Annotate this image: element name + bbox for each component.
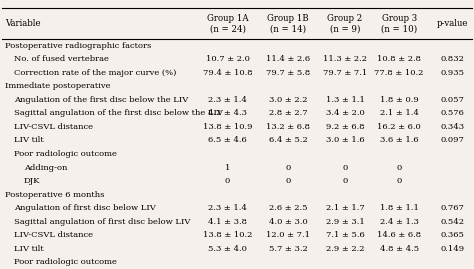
Text: 11.4 ± 2.6: 11.4 ± 2.6 bbox=[266, 55, 310, 63]
Text: 4.0 ± 3.0: 4.0 ± 3.0 bbox=[269, 218, 308, 226]
Text: 0.097: 0.097 bbox=[441, 136, 465, 144]
Text: Group 3
(n = 10): Group 3 (n = 10) bbox=[381, 14, 417, 33]
Text: 2.9 ± 3.1: 2.9 ± 3.1 bbox=[326, 218, 365, 226]
Text: 0: 0 bbox=[285, 177, 291, 185]
Text: Group 1B
(n = 14): Group 1B (n = 14) bbox=[267, 14, 309, 33]
Text: Group 1A
(n = 24): Group 1A (n = 24) bbox=[207, 14, 248, 33]
Text: LIV-CSVL distance: LIV-CSVL distance bbox=[14, 231, 93, 239]
Text: Poor radiologic outcome: Poor radiologic outcome bbox=[14, 150, 117, 158]
Text: 12.0 ± 7.1: 12.0 ± 7.1 bbox=[266, 231, 310, 239]
Text: 1.3 ± 1.1: 1.3 ± 1.1 bbox=[326, 96, 365, 104]
Text: 13.8 ± 10.2: 13.8 ± 10.2 bbox=[203, 231, 252, 239]
Text: 2.8 ± 2.7: 2.8 ± 2.7 bbox=[269, 109, 308, 117]
Text: 11.3 ± 2.2: 11.3 ± 2.2 bbox=[323, 55, 367, 63]
Text: DJK: DJK bbox=[24, 177, 40, 185]
Text: Correction rate of the major curve (%): Correction rate of the major curve (%) bbox=[14, 69, 177, 77]
Text: 13.8 ± 10.9: 13.8 ± 10.9 bbox=[203, 123, 252, 131]
Text: Sagittal angulation of the first disc below the LIV: Sagittal angulation of the first disc be… bbox=[14, 109, 223, 117]
Text: LIV tilt: LIV tilt bbox=[14, 136, 44, 144]
Text: 2.3 ± 1.4: 2.3 ± 1.4 bbox=[208, 204, 247, 212]
Text: 5.3 ± 4.0: 5.3 ± 4.0 bbox=[208, 245, 247, 253]
Text: Variable: Variable bbox=[5, 19, 40, 28]
Text: 2.3 ± 1.4: 2.3 ± 1.4 bbox=[208, 96, 247, 104]
Text: 0: 0 bbox=[396, 164, 402, 172]
Text: 3.4 ± 2.0: 3.4 ± 2.0 bbox=[326, 109, 365, 117]
Text: 0.057: 0.057 bbox=[441, 96, 465, 104]
Text: 3.0 ± 2.2: 3.0 ± 2.2 bbox=[269, 96, 308, 104]
Text: 10.8 ± 2.8: 10.8 ± 2.8 bbox=[377, 55, 421, 63]
Text: Angulation of the first disc below the LIV: Angulation of the first disc below the L… bbox=[14, 96, 189, 104]
Text: Group 2
(n = 9): Group 2 (n = 9) bbox=[328, 14, 363, 33]
Text: 6.5 ± 4.6: 6.5 ± 4.6 bbox=[208, 136, 247, 144]
Text: Postoperative 6 months: Postoperative 6 months bbox=[5, 191, 104, 199]
Text: 0.935: 0.935 bbox=[441, 69, 465, 77]
Text: 2.4 ± 1.3: 2.4 ± 1.3 bbox=[380, 218, 419, 226]
Text: LIV-CSVL distance: LIV-CSVL distance bbox=[14, 123, 93, 131]
Text: 0.343: 0.343 bbox=[441, 123, 465, 131]
Text: 0.576: 0.576 bbox=[441, 109, 465, 117]
Text: 5.7 ± 3.2: 5.7 ± 3.2 bbox=[269, 245, 308, 253]
Text: 0: 0 bbox=[285, 164, 291, 172]
Text: 4.8 ± 4.5: 4.8 ± 4.5 bbox=[380, 245, 419, 253]
Text: 9.2 ± 6.8: 9.2 ± 6.8 bbox=[326, 123, 365, 131]
Text: 77.8 ± 10.2: 77.8 ± 10.2 bbox=[374, 69, 424, 77]
Text: LIV tilt: LIV tilt bbox=[14, 245, 44, 253]
Text: 1: 1 bbox=[225, 164, 230, 172]
Text: 0.767: 0.767 bbox=[441, 204, 465, 212]
Text: 4.1 ± 3.8: 4.1 ± 3.8 bbox=[208, 218, 247, 226]
Text: 1.8 ± 1.1: 1.8 ± 1.1 bbox=[380, 204, 419, 212]
Text: Poor radiologic outcome: Poor radiologic outcome bbox=[14, 258, 117, 266]
Text: Postoperative radiographic factors: Postoperative radiographic factors bbox=[5, 42, 151, 50]
Text: 2.1 ± 1.4: 2.1 ± 1.4 bbox=[380, 109, 419, 117]
Text: Immediate postoperative: Immediate postoperative bbox=[5, 82, 110, 90]
Text: 2.9 ± 2.2: 2.9 ± 2.2 bbox=[326, 245, 365, 253]
Text: 79.7 ± 5.8: 79.7 ± 5.8 bbox=[266, 69, 310, 77]
Text: 0.365: 0.365 bbox=[441, 231, 465, 239]
Text: Adding-on: Adding-on bbox=[24, 164, 67, 172]
Text: 0: 0 bbox=[342, 177, 348, 185]
Text: 10.7 ± 2.0: 10.7 ± 2.0 bbox=[206, 55, 249, 63]
Text: 0: 0 bbox=[225, 177, 230, 185]
Text: 0: 0 bbox=[342, 164, 348, 172]
Text: 16.2 ± 6.0: 16.2 ± 6.0 bbox=[377, 123, 421, 131]
Text: 14.6 ± 6.8: 14.6 ± 6.8 bbox=[377, 231, 421, 239]
Text: 79.4 ± 10.8: 79.4 ± 10.8 bbox=[203, 69, 252, 77]
Text: 2.1 ± 1.7: 2.1 ± 1.7 bbox=[326, 204, 365, 212]
Text: 2.6 ± 2.5: 2.6 ± 2.5 bbox=[269, 204, 308, 212]
Text: 0.542: 0.542 bbox=[441, 218, 465, 226]
Text: 0.832: 0.832 bbox=[441, 55, 465, 63]
Text: 0: 0 bbox=[396, 177, 402, 185]
Text: Sagittal angulation of first disc below LIV: Sagittal angulation of first disc below … bbox=[14, 218, 191, 226]
Text: No. of fused vertebrae: No. of fused vertebrae bbox=[14, 55, 109, 63]
Text: p-value: p-value bbox=[437, 19, 468, 28]
Text: 13.2 ± 6.8: 13.2 ± 6.8 bbox=[266, 123, 310, 131]
Text: 1.8 ± 0.9: 1.8 ± 0.9 bbox=[380, 96, 419, 104]
Text: 3.0 ± 1.6: 3.0 ± 1.6 bbox=[326, 136, 365, 144]
Text: 4.2 ± 4.3: 4.2 ± 4.3 bbox=[208, 109, 247, 117]
Text: Angulation of first disc below LIV: Angulation of first disc below LIV bbox=[14, 204, 156, 212]
Text: 0.149: 0.149 bbox=[441, 245, 465, 253]
Text: 7.1 ± 5.6: 7.1 ± 5.6 bbox=[326, 231, 365, 239]
Text: 79.7 ± 7.1: 79.7 ± 7.1 bbox=[323, 69, 367, 77]
Text: 6.4 ± 5.2: 6.4 ± 5.2 bbox=[269, 136, 308, 144]
Text: 3.6 ± 1.6: 3.6 ± 1.6 bbox=[380, 136, 419, 144]
